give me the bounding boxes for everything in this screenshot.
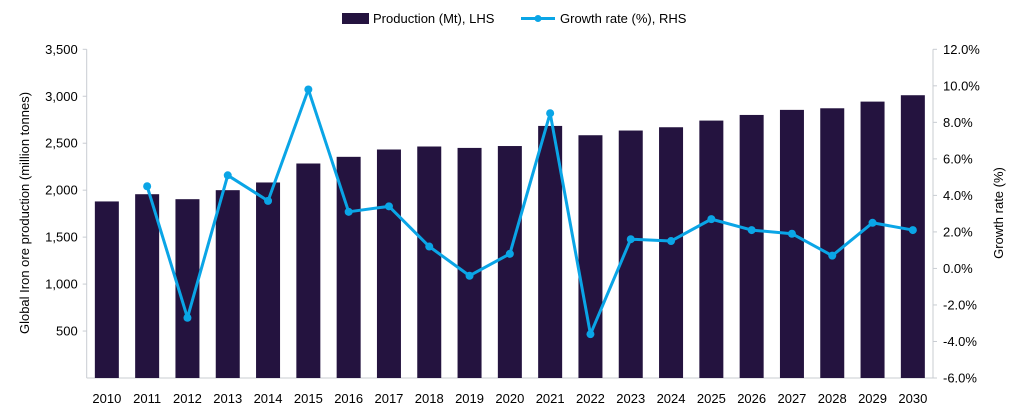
y2-tick-label: 2.0% xyxy=(943,224,973,239)
bar-2019 xyxy=(457,147,482,378)
x-tick-label: 2024 xyxy=(657,391,686,406)
bar-2014 xyxy=(256,182,281,378)
y2-tick-label: -6.0% xyxy=(943,371,977,386)
bar-2029 xyxy=(860,101,885,378)
growth-point-2014 xyxy=(264,196,273,205)
legend-marker-growth xyxy=(534,15,542,22)
bar-2030 xyxy=(900,95,925,378)
growth-point-2023 xyxy=(626,235,635,244)
growth-point-2017 xyxy=(384,202,393,211)
growth-point-2013 xyxy=(223,171,232,180)
x-tick-label: 2027 xyxy=(777,391,806,406)
x-tick-label: 2025 xyxy=(697,391,726,406)
y-tick-label: 1,000 xyxy=(45,277,78,292)
y-tick-label: 3,500 xyxy=(45,42,78,57)
bar-2011 xyxy=(135,194,160,378)
y2-tick-label: 4.0% xyxy=(943,188,973,203)
bar-2016 xyxy=(336,156,361,378)
x-tick-label: 2014 xyxy=(254,391,283,406)
y-tick-label: 2,500 xyxy=(45,136,78,151)
bar-2027 xyxy=(779,109,804,378)
x-tick-label: 2023 xyxy=(616,391,645,406)
x-tick-label: 2021 xyxy=(536,391,565,406)
bar-2017 xyxy=(376,149,401,378)
growth-point-2019 xyxy=(465,271,474,280)
growth-point-2030 xyxy=(908,226,917,235)
x-tick-label: 2017 xyxy=(374,391,403,406)
x-tick-label: 2030 xyxy=(898,391,927,406)
bar-2022 xyxy=(578,135,603,378)
growth-point-2016 xyxy=(344,207,353,216)
growth-point-2018 xyxy=(425,242,434,251)
x-tick-label: 2022 xyxy=(576,391,605,406)
growth-point-2020 xyxy=(505,249,514,258)
growth-rate-line xyxy=(145,87,914,336)
growth-point-2024 xyxy=(667,237,676,246)
y2-tick-label: -2.0% xyxy=(943,297,977,312)
bar-2015 xyxy=(296,163,321,378)
x-tick-label: 2010 xyxy=(92,391,121,406)
bar-2025 xyxy=(699,120,724,379)
bar-2020 xyxy=(497,146,522,378)
x-tick-label: 2020 xyxy=(495,391,524,406)
growth-point-2028 xyxy=(828,251,837,260)
x-tick-label: 2012 xyxy=(173,391,202,406)
y2-tick-label: 8.0% xyxy=(943,115,973,130)
x-tick-label: 2029 xyxy=(858,391,887,406)
y2-tick-label: 10.0% xyxy=(943,78,980,93)
bar-2010 xyxy=(94,201,119,378)
growth-point-2029 xyxy=(868,218,877,227)
growth-point-2012 xyxy=(183,313,192,322)
y2-tick-label: 0.0% xyxy=(943,261,973,276)
growth-point-2021 xyxy=(546,109,555,118)
bar-2026 xyxy=(739,114,764,379)
growth-point-2026 xyxy=(747,226,756,235)
legend: Production (Mt), LHS Growth rate (%), RH… xyxy=(342,11,687,26)
x-tick-label: 2028 xyxy=(818,391,847,406)
x-tick-label: 2016 xyxy=(334,391,363,406)
bar-2013 xyxy=(215,190,240,378)
y2-tick-label: 12.0% xyxy=(943,42,980,57)
x-tick-label: 2015 xyxy=(294,391,323,406)
x-tick-label: 2011 xyxy=(133,391,161,406)
y-tick-label: 500 xyxy=(56,324,78,339)
y-tick-label: 2,000 xyxy=(45,183,78,198)
x-tick-label: 2019 xyxy=(455,391,484,406)
bar-2018 xyxy=(417,146,442,378)
legend-label-growth: Growth rate (%), RHS xyxy=(560,11,687,26)
bar-2028 xyxy=(820,108,845,378)
bar-2023 xyxy=(618,130,643,378)
growth-point-2027 xyxy=(787,229,796,238)
y-tick-label: 1,500 xyxy=(45,230,78,245)
bar-2021 xyxy=(538,125,563,379)
x-tick-label: 2018 xyxy=(415,391,444,406)
growth-point-2015 xyxy=(304,85,313,94)
x-tick-label: 2013 xyxy=(213,391,242,406)
legend-swatch-production xyxy=(342,13,369,24)
x-tick-label: 2026 xyxy=(737,391,766,406)
y-axis-label: Global Iron ore production (million tonn… xyxy=(17,92,32,334)
legend-label-production: Production (Mt), LHS xyxy=(373,11,495,26)
growth-point-2025 xyxy=(707,215,716,224)
growth-point-2022 xyxy=(586,330,595,339)
y2-tick-label: -4.0% xyxy=(943,334,977,349)
growth-point-2011 xyxy=(143,182,152,191)
y2-tick-label: 6.0% xyxy=(943,151,973,166)
bar-2024 xyxy=(659,127,684,378)
y-tick-label: 3,000 xyxy=(45,89,78,104)
y2-axis-label: Growth rate (%) xyxy=(991,167,1006,259)
